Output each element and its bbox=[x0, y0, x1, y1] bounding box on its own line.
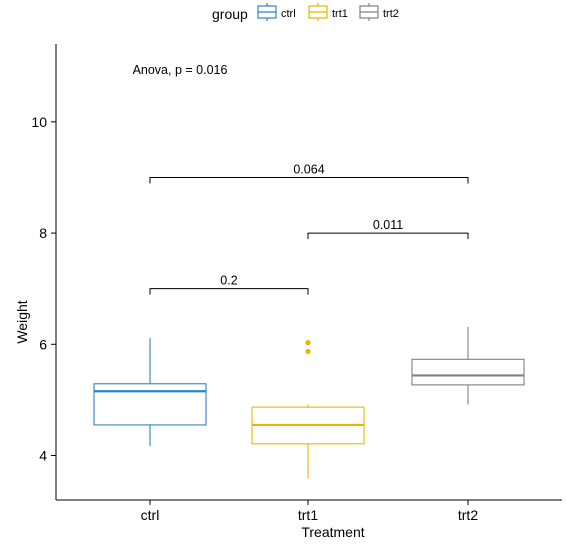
legend-item-trt1: trt1 bbox=[308, 3, 348, 21]
legend-label-trt1: trt1 bbox=[332, 8, 348, 20]
y-tick-label-4: 4 bbox=[39, 448, 47, 464]
p-value-label-ctrl-trt2: 0.064 bbox=[293, 162, 324, 176]
p-value-label-ctrl-trt1: 0.2 bbox=[220, 274, 237, 288]
annotations: Anova, p = 0.016 bbox=[133, 63, 228, 77]
iqr-box-ctrl bbox=[93, 383, 207, 426]
bracket-ctrl-trt2 bbox=[149, 176, 469, 184]
comparison-ctrl-trt2: 0.064 bbox=[149, 162, 469, 184]
y-tick-label-8: 8 bbox=[39, 225, 47, 241]
comparison-ctrl-trt1: 0.2 bbox=[149, 274, 309, 295]
axes: 4 6 8 10 ctrl trt1 trt2 Treatment Weight bbox=[14, 44, 562, 540]
outlier-point-trt1-1 bbox=[305, 340, 311, 346]
y-tick-label-6: 6 bbox=[39, 336, 47, 352]
box-ctrl bbox=[93, 338, 207, 447]
outlier-point-trt1-0 bbox=[305, 348, 311, 355]
legend-item-trt2: trt2 bbox=[359, 3, 399, 21]
x-tick-label-ctrl: ctrl bbox=[141, 507, 160, 523]
box-trt2 bbox=[411, 327, 525, 405]
x-tick-label-trt1: trt1 bbox=[298, 507, 318, 523]
legend-title: group bbox=[212, 6, 248, 22]
legend-label-trt2: trt2 bbox=[383, 8, 399, 20]
legend-label-ctrl: ctrl bbox=[281, 8, 296, 20]
comparison-trt1-trt2: 0.011 bbox=[307, 218, 469, 240]
box-trt1 bbox=[251, 340, 365, 479]
x-tick-label-trt2: trt2 bbox=[458, 507, 478, 523]
p-value-label-trt1-trt2: 0.011 bbox=[373, 218, 403, 232]
x-axis-title: Treatment bbox=[301, 524, 364, 540]
boxes bbox=[93, 327, 525, 479]
bracket-trt1-trt2 bbox=[307, 232, 469, 240]
y-tick-label-10: 10 bbox=[31, 114, 47, 130]
anova-annotation: Anova, p = 0.016 bbox=[133, 63, 228, 77]
bracket-ctrl-trt1 bbox=[149, 288, 309, 295]
comparison-brackets: 0.2 0.011 0.064 bbox=[149, 162, 469, 295]
legend: group ctrl trt1 trt2 bbox=[212, 3, 399, 22]
iqr-box-trt2 bbox=[411, 358, 525, 386]
legend-item-ctrl: ctrl bbox=[257, 3, 296, 21]
y-axis-title: Weight bbox=[14, 300, 30, 343]
